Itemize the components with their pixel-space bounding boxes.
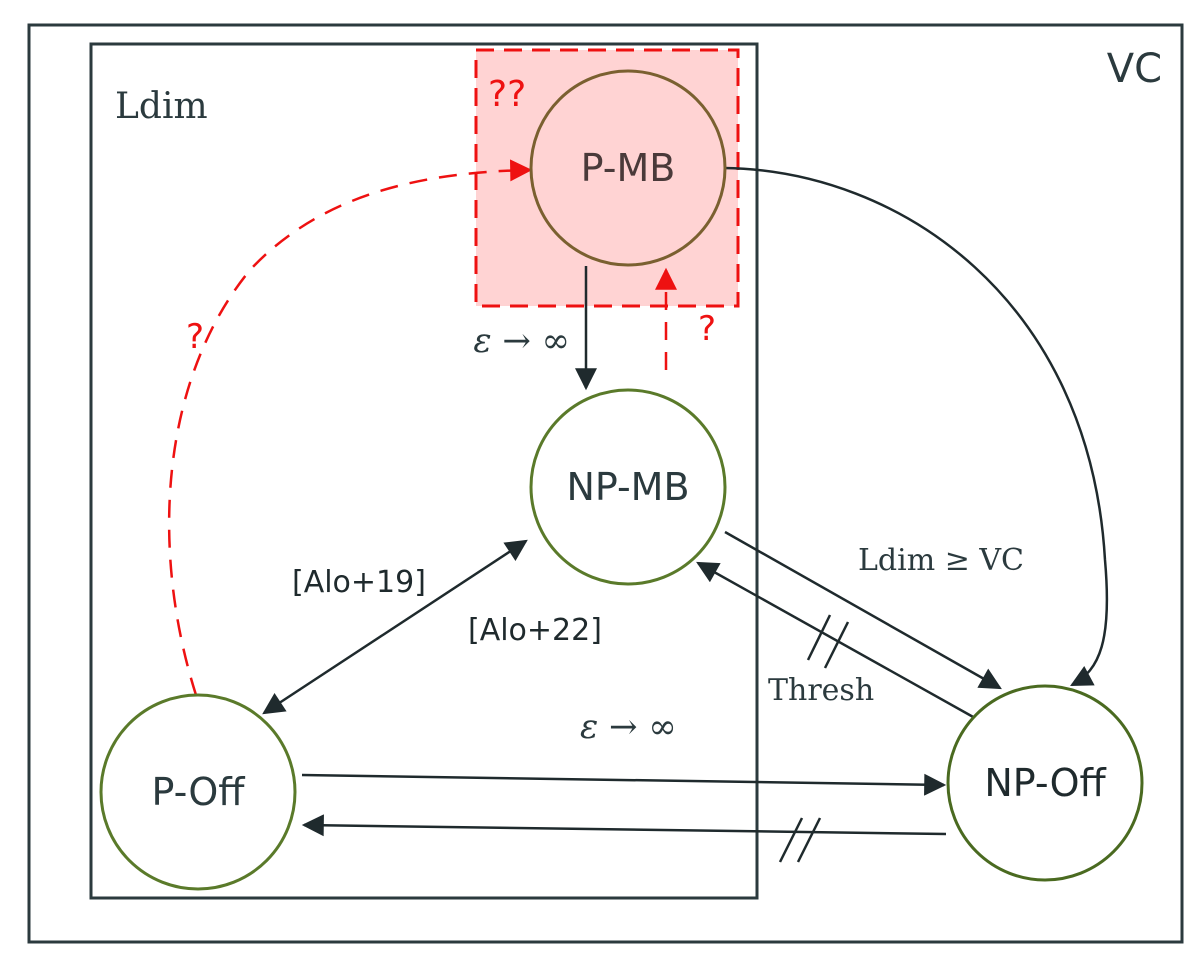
left-unknown-arc — [167, 159, 533, 696]
poff-to-npoff-arrow — [301, 773, 947, 796]
npmb-to-npoff-label: Ldim ≥ VC — [858, 543, 1024, 578]
npmb-to-npoff-arrow — [724, 530, 1002, 690]
node-np-off: NP-Off — [946, 684, 1144, 882]
vc-label: VC — [1107, 46, 1162, 92]
ldim-label: Ldim — [115, 86, 208, 127]
node-p-mb: P-MB — [529, 69, 727, 267]
left-arc-unknown-label: ? — [186, 317, 204, 357]
node-np-mb-label: NP-MB — [566, 465, 689, 509]
vc-container — [27, 23, 1184, 944]
npmb-to-pmb-unknown-label: ? — [698, 309, 716, 349]
node-p-off-label: P-Off — [152, 770, 246, 814]
box-unknown-label: ?? — [488, 74, 526, 115]
npoff-to-npmb-label: Thresh — [768, 673, 874, 708]
poff-to-npoff-label: ε → ∞ — [580, 707, 677, 747]
node-p-mb-label: P-MB — [581, 146, 676, 190]
ldim-container — [89, 42, 759, 900]
npoff-to-poff-negation-mark — [778, 817, 822, 863]
npoff-to-npmb-arrow — [696, 561, 976, 720]
pmb-to-npmb-label: ε → ∞ — [473, 321, 570, 361]
node-np-mb: NP-MB — [529, 388, 727, 586]
citation-alo19: [Alo+19] — [292, 565, 426, 600]
node-np-off-label: NP-Off — [984, 761, 1106, 805]
pmb-to-npoff-arrow — [723, 166, 1109, 687]
node-p-off: P-Off — [99, 693, 297, 891]
citation-alo22: [Alo+22] — [468, 613, 602, 648]
npmb-poff-bidirectional-arrow — [262, 539, 528, 715]
npoff-to-npmb-negation-mark — [806, 614, 850, 669]
npoff-to-poff-arrow — [301, 814, 947, 837]
